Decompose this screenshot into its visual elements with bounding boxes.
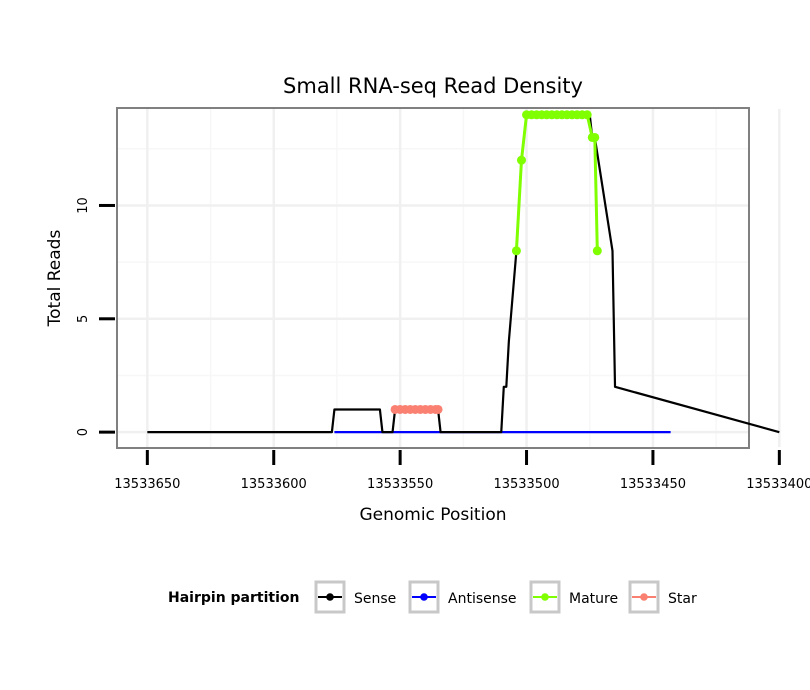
- legend-label-star: Star: [668, 591, 697, 607]
- x-tick-label: 13533550: [367, 477, 433, 492]
- legend-entry-antisense: Antisense: [408, 580, 517, 614]
- data-point-mature: [590, 132, 600, 142]
- legend: Hairpin partition Sense Antisense Mature St…: [168, 580, 697, 614]
- x-tick-label: 13533450: [620, 477, 686, 492]
- grid-lines: [118, 109, 781, 447]
- data-point-star: [433, 404, 443, 414]
- x-tick-label: 13533400: [746, 477, 810, 492]
- data-point-mature: [511, 246, 521, 256]
- legend-title: Hairpin partition: [168, 590, 299, 606]
- legend-key-point-mature: [541, 593, 549, 601]
- y-tick-label: 5: [76, 315, 91, 323]
- x-tick-label: 13533650: [114, 477, 180, 492]
- x-tick-label: 13533500: [493, 477, 559, 492]
- legend-entry-star: Star: [628, 580, 697, 614]
- legend-entry-mature: Mature: [529, 580, 618, 614]
- chart-title: Small RNA-seq Read Density: [283, 74, 583, 98]
- data-point-mature: [592, 246, 602, 256]
- y-tick-label: 10: [76, 197, 91, 214]
- x-tick-label: 13533600: [241, 477, 307, 492]
- data-point-mature: [516, 155, 526, 165]
- legend-key-point-antisense: [420, 593, 428, 601]
- x-axis-title: Genomic Position: [359, 505, 506, 525]
- series-layer: [147, 110, 780, 434]
- data-point-mature: [582, 110, 592, 120]
- y-axis-title: Total Reads: [45, 230, 65, 328]
- legend-key-point-sense: [326, 593, 334, 601]
- legend-label-antisense: Antisense: [448, 591, 517, 607]
- legend-label-sense: Sense: [354, 591, 396, 607]
- legend-key-point-star: [640, 593, 648, 601]
- legend-entry-sense: Sense: [314, 580, 396, 614]
- plot-panel: [116, 107, 750, 449]
- axes: 13533650 13533600 13533550 13533500 13533450…: [76, 197, 810, 492]
- y-tick-label: 0: [76, 428, 91, 436]
- legend-label-mature: Mature: [569, 591, 618, 607]
